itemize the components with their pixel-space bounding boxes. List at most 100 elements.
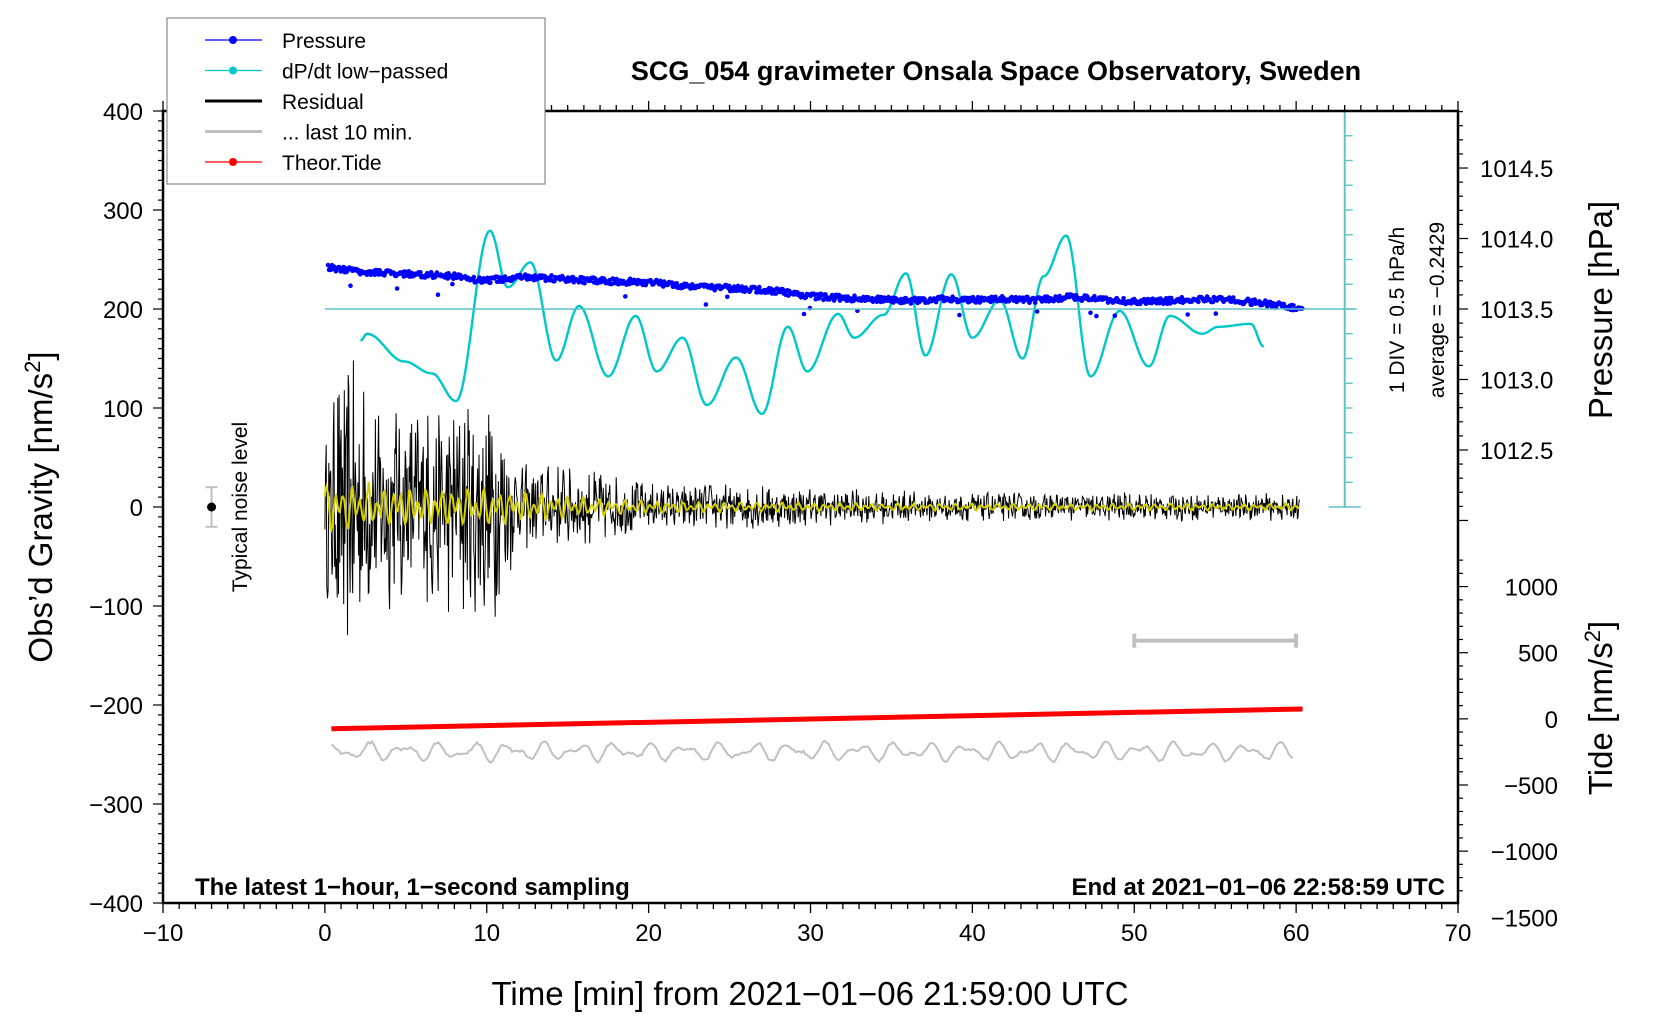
pressure-point [658,278,663,284]
pressure-point [1092,293,1097,299]
legend-marker [229,36,237,44]
y-tick-label: 200 [103,297,143,324]
y-tick-label: −100 [89,594,143,621]
noise-point [207,502,217,512]
noise-level-label: Typical noise level [229,422,252,592]
y-tick-label: −300 [89,792,143,819]
pressure-point [1032,300,1038,306]
pressure-point [957,312,962,318]
pressure-point [500,279,506,285]
legend-label: ... last 10 min. [282,122,413,145]
pressure-point [452,271,457,276]
pressure-point [1088,310,1093,316]
tide-tick-label: −1500 [1491,905,1558,932]
last-10-min-line [330,739,1294,764]
series-layer [205,229,1305,764]
pressure-point [394,286,400,291]
pressure-point [1168,295,1174,301]
pressure-point [1025,294,1030,300]
pressure-point [614,276,619,282]
pressure-point [582,280,587,286]
dpdt-scale-bar [324,110,1361,508]
end-time-annotation: End at 2021−01−06 22:58:59 UTC [1071,874,1445,901]
pressure-tick-label: 1012.5 [1480,438,1553,465]
y-axis-title: Obs’d Gravity [nm/s2] [20,351,60,662]
pressure-point [549,273,554,278]
tide-tick-label: 1000 [1505,575,1558,602]
sampling-annotation: The latest 1−hour, 1−second sampling [195,874,630,901]
x-tick-label: 30 [797,920,824,947]
pressure-point [1249,302,1255,308]
y-tick-label: −400 [89,891,143,918]
tide-tick-label: 0 [1545,707,1558,734]
pressure-axis-title: Pressure [hPa] [1582,201,1619,419]
pressure-point [874,299,880,305]
legend: Pressure dP/dt low−passed Residual ... last… [166,17,546,185]
pressure-point [674,281,680,286]
x-tick-label: 70 [1445,920,1472,947]
pressure-point [1121,296,1126,301]
dpdt-line [360,229,1264,416]
pressure-point [623,294,628,299]
pressure-point [450,281,455,287]
tide-tick-label: −1000 [1491,839,1558,866]
pressure-point [725,294,730,300]
pressure-point [1034,309,1040,314]
pressure-point [773,291,779,296]
x-tick-label: 20 [635,920,662,947]
pressure-point [1291,303,1296,308]
pressure-point [1013,294,1019,300]
legend-label: Pressure [282,30,366,53]
pressure-point [757,284,762,290]
pressure-point [1112,313,1118,319]
y-tick-label: −200 [89,693,143,720]
pressure-point [348,283,353,289]
x-tick-label: 0 [318,920,331,947]
legend-label: Theor.Tide [282,152,382,175]
legend-label: dP/dt low−passed [282,61,448,84]
pressure-tick-label: 1013.0 [1480,367,1553,394]
pressure-series [325,262,1305,319]
pressure-tick-label: 1014.0 [1480,227,1553,254]
pressure-point [1196,299,1201,305]
chart-title: SCG_054 gravimeter Onsala Space Observat… [631,56,1361,86]
legend-marker [229,158,237,166]
pressure-point [1213,311,1219,316]
average-label: average = −0.2429 [1426,222,1449,398]
x-tick-label: −10 [143,920,184,947]
tide-tick-label: 500 [1518,641,1558,668]
y-tick-label: 0 [130,495,143,522]
pressure-point [703,302,709,307]
x-tick-label: 60 [1283,920,1310,947]
residual-lowpassed-line [323,481,1300,534]
pressure-point [908,301,914,306]
pressure-point [1270,301,1276,306]
theor-tide-line [331,706,1303,732]
pressure-point [977,300,983,305]
y-tick-label: 300 [103,198,143,225]
x-tick-label: 50 [1121,920,1148,947]
tide-axis-title: Tide [nm/s2] [1580,621,1620,795]
pressure-point [922,296,927,302]
x-tick-label: 10 [473,920,500,947]
pressure-point [801,311,807,317]
y-tick-label: 400 [103,99,143,126]
pressure-point [435,292,441,298]
pressure-point [1094,313,1099,319]
pressure-point [1185,312,1190,317]
pressure-point [1210,299,1216,305]
div-scale-label: 1 DIV = 0.5 hPa/h [1386,227,1409,393]
legend-label: Residual [282,91,364,114]
legend-marker [229,66,237,75]
pressure-tick-label: 1013.5 [1480,297,1553,324]
pressure-point [552,279,557,284]
y-tick-label: 100 [103,396,143,423]
pressure-point [488,280,493,286]
x-tick-label: 40 [959,920,986,947]
residual-line [324,360,1300,636]
pressure-point [477,275,482,281]
pressure-point [471,274,477,280]
x-axis-title: Time [min] from 2021−01−06 21:59:00 UTC [491,975,1128,1012]
axes: −10 0 10 20 30 40 50 60 704003002001000−100−200−… [89,99,1558,947]
